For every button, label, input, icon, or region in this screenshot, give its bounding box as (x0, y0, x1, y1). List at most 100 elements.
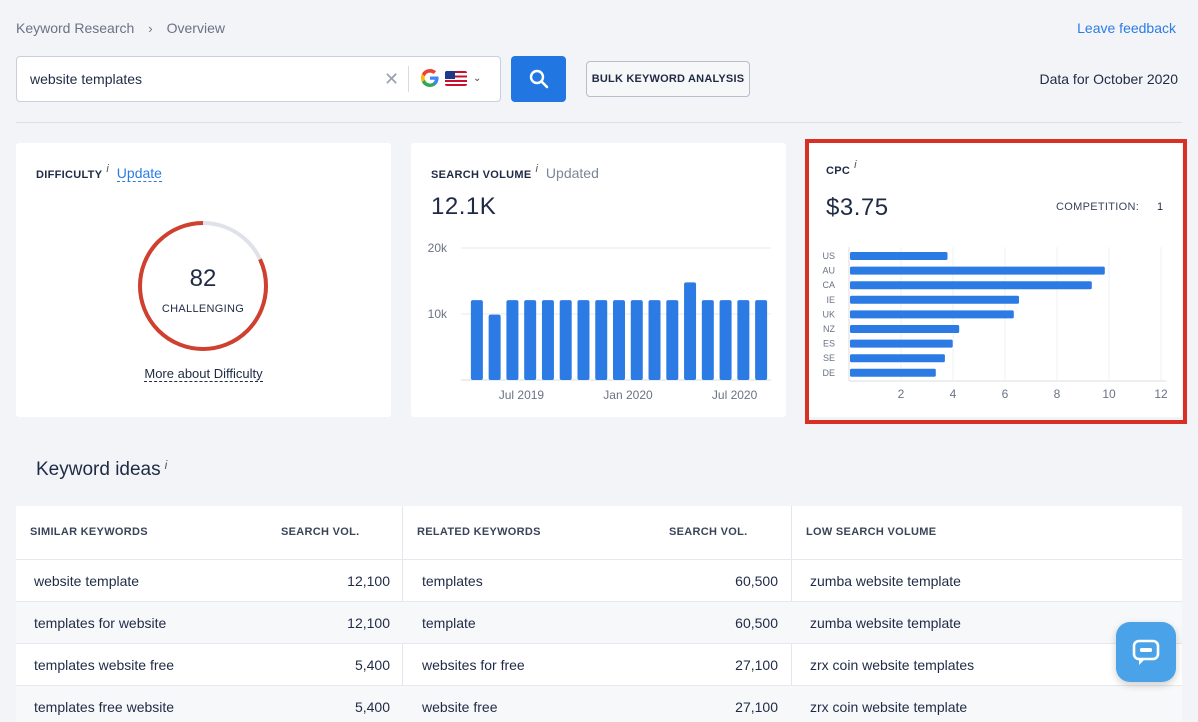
keyword-ideas-info-icon[interactable]: i (164, 458, 168, 472)
search-button[interactable] (511, 56, 566, 102)
chat-button[interactable] (1116, 622, 1176, 682)
search-volume-card: SEARCH VOLUME i Updated 12.1K 20k 10k Jul … (411, 143, 786, 417)
country-label: ES (823, 339, 835, 349)
related-volume-cell: 60,500 (735, 615, 778, 631)
search-icon (529, 69, 548, 89)
country-label: SE (823, 353, 835, 363)
x-tick-label: Jan 2020 (603, 388, 653, 402)
volume-bar (595, 300, 608, 380)
similar-volume-cell: 12,100 (347, 573, 390, 589)
similar-keyword-cell[interactable]: templates website free (34, 657, 175, 673)
search-volume-status: Updated (545, 165, 599, 181)
breadcrumb-separator: › (148, 20, 153, 36)
similar-keyword-cell[interactable]: templates for website (34, 615, 167, 631)
cpc-title: CPC (826, 165, 851, 177)
breadcrumb: Keyword Research › Overview (16, 20, 225, 36)
cpc-info-icon[interactable]: i (854, 159, 857, 171)
volume-bar (577, 300, 590, 380)
x-tick-label: 6 (1002, 387, 1009, 401)
volume-bar (524, 300, 537, 380)
table-row: templates website free 5,400 websites for … (16, 643, 1182, 685)
chat-icon (1132, 639, 1160, 665)
table-row: templates free website 5,400 website free 2… (16, 685, 1182, 722)
similar-volume-cell: 5,400 (354, 657, 390, 673)
related-volume-cell: 27,100 (735, 657, 778, 673)
related-volume-cell: 27,100 (735, 699, 778, 715)
table-row: templates for website 12,100 template 60,50… (16, 601, 1182, 643)
chevron-down-icon: ⌄ (473, 72, 482, 84)
us-flag-icon (445, 70, 467, 86)
cpc-bar (850, 295, 1019, 304)
volume-bar (648, 300, 661, 380)
cpc-value: $3.75 (826, 194, 889, 221)
volume-bar (559, 300, 572, 380)
cpc-highlight-frame (805, 139, 1187, 424)
low-volume-keyword-cell[interactable]: zumba website template (810, 615, 961, 631)
more-about-difficulty-link[interactable]: More about Difficulty (144, 366, 263, 382)
cpc-bar (850, 281, 1092, 290)
country-label: IE (826, 295, 835, 305)
country-label: US (822, 251, 835, 261)
similar-keyword-cell[interactable]: website template (34, 573, 140, 589)
difficulty-update-link[interactable]: Update (116, 165, 162, 182)
volume-bar (701, 300, 714, 380)
low-volume-keyword-cell[interactable]: zrx coin website template (810, 699, 968, 715)
country-label: AU (822, 266, 835, 276)
country-label: CA (822, 280, 835, 290)
search-volume-info-icon[interactable]: i (535, 163, 538, 175)
related-volume-cell: 60,500 (735, 573, 778, 589)
difficulty-level: CHALLENGING (161, 303, 245, 315)
difficulty-card: DIFFICULTY i Update 82 CHALLENGING More … (16, 143, 391, 417)
google-icon (421, 69, 439, 87)
similar-keyword-cell[interactable]: templates free website (34, 699, 175, 715)
volume-bar (755, 300, 768, 380)
keyword-ideas-table: SIMILAR KEYWORDS SEARCH VOL. RELATED KEY… (16, 506, 1182, 722)
similar-keywords-header: SIMILAR KEYWORDS (30, 526, 148, 538)
cpc-bar (850, 310, 1014, 319)
search-volume-chart: 20k 10k Jul 2019 Jan 2020 Jul 2020 (428, 241, 771, 402)
bulk-keyword-analysis-button[interactable]: BULK KEYWORD ANALYSIS (586, 61, 750, 97)
breadcrumb-overview: Overview (166, 20, 225, 36)
low-volume-keyword-cell[interactable]: zrx coin website templates (810, 657, 975, 673)
cpc-card: CPC i $3.75 COMPETITION: 1 2 4 6 8 10 12 US AU C… (806, 143, 1182, 417)
x-tick-label: 12 (1154, 387, 1168, 401)
country-label: NZ (823, 324, 835, 334)
competition-value: 1 (1157, 201, 1164, 213)
related-vol-header[interactable]: SEARCH VOL. (669, 526, 748, 538)
close-icon[interactable]: ✕ (384, 69, 400, 89)
data-date-label: Data for October 2020 (1039, 71, 1178, 87)
x-tick-label: 2 (898, 387, 905, 401)
keyword-ideas-heading: Keyword ideas i (36, 458, 168, 481)
cpc-bar (850, 354, 945, 363)
cpc-bar (850, 325, 960, 333)
keyword-search-field[interactable]: website templates ✕ ⌄ (16, 56, 501, 102)
leave-feedback-link[interactable]: Leave feedback (1077, 20, 1176, 36)
related-keyword-cell[interactable]: template (422, 615, 476, 631)
related-keyword-cell[interactable]: websites for free (422, 657, 525, 673)
y-tick-label: 20k (428, 241, 448, 255)
x-tick-label: Jul 2020 (712, 388, 758, 402)
search-input[interactable]: website templates (30, 71, 143, 87)
volume-bar (737, 300, 750, 380)
difficulty-title: DIFFICULTY (36, 169, 103, 181)
similar-vol-header[interactable]: SEARCH VOL. (281, 526, 360, 538)
table-row: website template 12,100 templates 60,500 zum… (16, 559, 1182, 601)
x-tick-label: 4 (950, 387, 957, 401)
difficulty-gauge (138, 221, 268, 351)
volume-bar (506, 300, 519, 380)
difficulty-info-icon[interactable]: i (106, 163, 109, 175)
volume-bar (541, 300, 554, 380)
breadcrumb-keyword-research[interactable]: Keyword Research (16, 20, 135, 36)
low-volume-keyword-cell[interactable]: zumba website template (810, 573, 961, 589)
volume-bar (630, 300, 643, 380)
country-label: DE (822, 368, 835, 378)
volume-bar (613, 300, 625, 380)
low-search-volume-header: LOW SEARCH VOLUME (806, 526, 937, 538)
cpc-bar (850, 266, 1105, 275)
volume-bar (488, 314, 501, 380)
related-keyword-cell[interactable]: templates (422, 573, 483, 589)
engine-country-selector[interactable]: ⌄ (421, 69, 481, 87)
y-tick-label: 10k (428, 307, 448, 321)
related-keyword-cell[interactable]: website free (422, 699, 498, 715)
difficulty-score: 82 (189, 265, 217, 292)
